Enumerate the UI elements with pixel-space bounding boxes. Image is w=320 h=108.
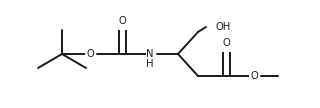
Text: O: O (222, 38, 230, 48)
Text: O: O (86, 49, 94, 59)
Text: OH: OH (216, 22, 231, 32)
Text: O: O (250, 71, 258, 81)
Text: H: H (146, 59, 154, 69)
Text: N: N (146, 49, 154, 59)
Text: O: O (118, 16, 126, 26)
